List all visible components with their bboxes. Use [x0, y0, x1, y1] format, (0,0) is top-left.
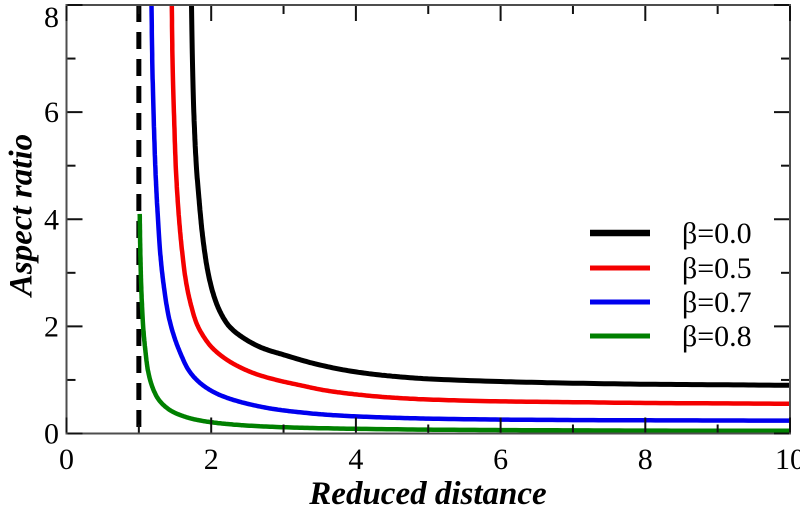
x-axis-title: Reduced distance: [309, 476, 547, 512]
x-tick-label: 0: [59, 443, 74, 476]
curves-group: [137, 6, 789, 433]
y-tick-label: 0: [44, 418, 59, 451]
legend-item: β=0.0: [590, 217, 752, 250]
y-axis-title: Aspect ratio: [3, 133, 40, 297]
x-tick-label: 10: [775, 443, 800, 476]
plot-frame: [65, 4, 791, 435]
curve-beta-0-7: [149, 6, 789, 423]
curve-beta-0-5: [169, 6, 789, 406]
ticks-group: [65, 4, 791, 435]
y-tick-label: 8: [44, 1, 59, 34]
legend-label: β=0.5: [682, 252, 752, 285]
legend-item: β=0.5: [590, 252, 752, 285]
x-tick-label: 6: [493, 443, 508, 476]
legend-item: β=0.7: [590, 286, 752, 319]
y-tick-label: 2: [44, 310, 59, 343]
legend: β=0.0β=0.5β=0.7β=0.8: [590, 217, 752, 353]
curve-beta-0-8: [137, 213, 789, 433]
x-tick-label: 8: [638, 443, 653, 476]
legend-label: β=0.0: [682, 217, 752, 250]
legend-label: β=0.8: [682, 320, 752, 353]
curve-beta-0-0: [189, 6, 789, 388]
legend-item: β=0.8: [590, 320, 752, 353]
x-tick-label: 2: [204, 443, 219, 476]
y-tick-label: 6: [44, 96, 59, 129]
y-tick-label: 4: [44, 203, 59, 236]
legend-label: β=0.7: [682, 286, 752, 319]
x-tick-label: 4: [348, 443, 363, 476]
